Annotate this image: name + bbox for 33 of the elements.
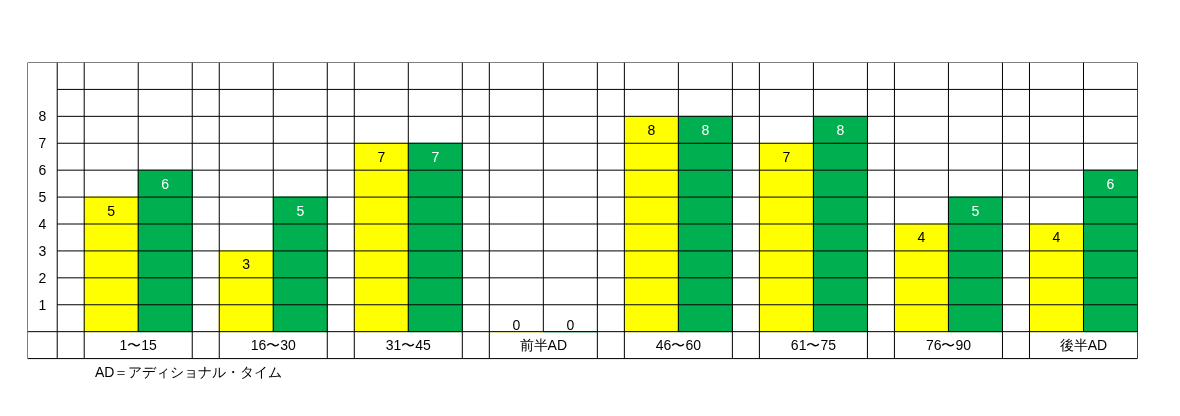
data-label: 8: [647, 121, 656, 138]
data-label: 7: [431, 148, 440, 165]
data-label: 5: [971, 202, 980, 219]
data-label: 7: [377, 148, 386, 165]
y-tick-label: 7: [38, 135, 47, 152]
data-label: 4: [1052, 229, 1061, 246]
data-label: 5: [296, 202, 305, 219]
data-label: 7: [782, 148, 791, 165]
x-tick-label: 61〜75: [790, 337, 837, 354]
data-label: 6: [161, 175, 170, 192]
x-tick-label: 後半AD: [1059, 337, 1108, 354]
data-label: 8: [701, 121, 710, 138]
x-tick-label: 31〜45: [385, 337, 432, 354]
y-tick-label: 5: [38, 189, 47, 206]
x-tick-label: 76〜90: [925, 337, 972, 354]
y-tick-label: 6: [38, 162, 47, 179]
data-label: 5: [107, 202, 116, 219]
y-tick-label: 2: [38, 269, 47, 286]
x-tick-label: 1〜15: [119, 337, 158, 354]
data-label: 4: [917, 229, 926, 246]
data-label: 6: [1106, 175, 1115, 192]
data-label: 0: [566, 317, 575, 334]
y-tick-label: 1: [38, 296, 47, 313]
y-tick-label: 4: [38, 216, 47, 232]
y-tick-label: 8: [38, 108, 47, 125]
data-label: 3: [242, 256, 251, 273]
text: AD＝アディショナル・タイム: [95, 364, 283, 381]
y-tick-label: 3: [38, 242, 47, 259]
x-tick-label: 前半AD: [519, 337, 568, 354]
x-tick-label: 16〜30: [250, 337, 297, 354]
data-label: 8: [836, 121, 845, 138]
data-label: 0: [512, 317, 521, 334]
x-tick-label: 46〜60: [655, 337, 702, 354]
